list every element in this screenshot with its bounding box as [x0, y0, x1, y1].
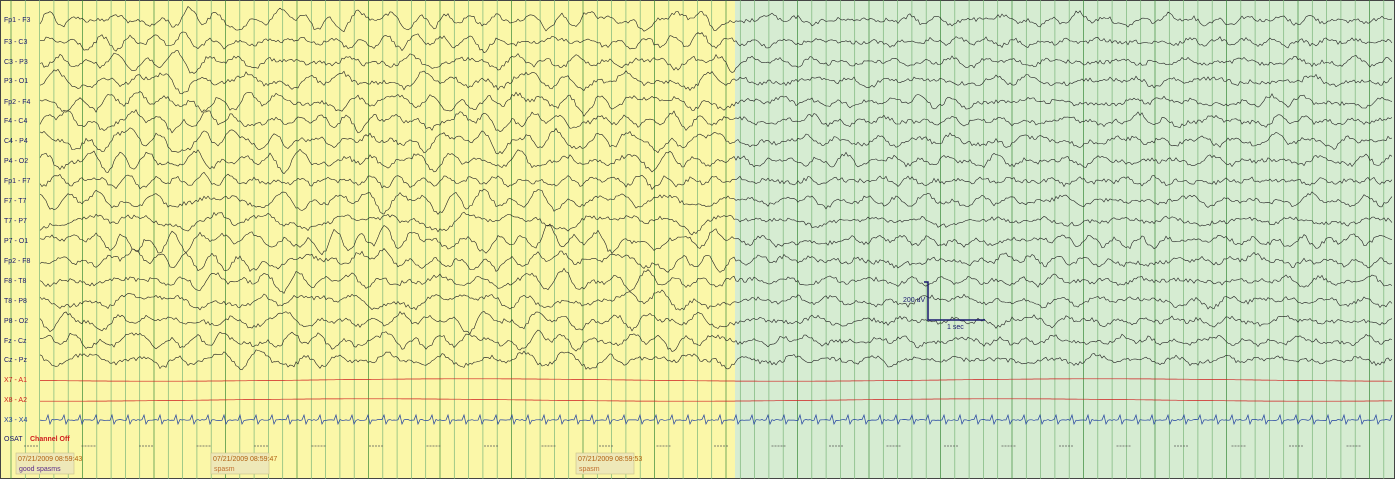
channel-label: X8 - A2: [4, 397, 27, 404]
channel-label: F8 - T8: [4, 278, 27, 285]
channel-label: F4 - C4: [4, 118, 27, 125]
channel-label: P8 - O2: [4, 318, 28, 325]
osat-status: Channel Off: [30, 436, 70, 443]
channel-label: Fp2 - F8: [4, 258, 31, 265]
channel-label: X7 - A1: [4, 377, 27, 384]
channel-label: Fz - Cz: [4, 338, 27, 345]
channel-labels: Fp1 - F3 F3 - C3 C3 - P3 P3 - O1 Fp2 - F4 F4 …: [4, 17, 31, 424]
channel-label: C3 - P3: [4, 59, 28, 66]
channel-label: P4 - O2: [4, 158, 28, 165]
event-label: spasm: [214, 466, 235, 473]
channel-label: F7 - T7: [4, 198, 27, 205]
channel-label: Fp1 - F7: [4, 178, 31, 185]
event-label: good spasms: [19, 466, 61, 473]
highlight-yellow: [0, 0, 735, 479]
channel-label: P3 - O1: [4, 78, 28, 85]
page: Fp1 - F3 F3 - C3 C3 - P3 P3 - O1 Fp2 - F4 F4 …: [0, 0, 1395, 479]
channel-label: T7 - P7: [4, 218, 27, 225]
channel-label: Cz - Pz: [4, 357, 27, 364]
channel-label: C4 - P4: [4, 138, 28, 145]
event-time: 07/21/2009 08:59:47: [213, 456, 277, 463]
scale-amplitude: 200 uV: [903, 297, 926, 304]
event-time: 07/21/2009 08:59:43: [18, 456, 82, 463]
event-label: spasm: [579, 466, 600, 473]
osat-label: OSAT: [4, 436, 23, 443]
highlight-green: [735, 0, 1395, 479]
channel-label: P7 - O1: [4, 238, 28, 245]
scale-time: 1 sec: [947, 324, 964, 331]
channel-label: X3 - X4: [4, 417, 27, 424]
event-time: 07/21/2009 08:59:53: [578, 456, 642, 463]
channel-label: Fp1 - F3: [4, 17, 31, 24]
channel-label: T8 - P8: [4, 298, 27, 305]
channel-label: F3 - C3: [4, 39, 27, 46]
eeg-view: Fp1 - F3 F3 - C3 C3 - P3 P3 - O1 Fp2 - F4 F4 …: [0, 0, 1395, 479]
channel-label: Fp2 - F4: [4, 99, 31, 106]
